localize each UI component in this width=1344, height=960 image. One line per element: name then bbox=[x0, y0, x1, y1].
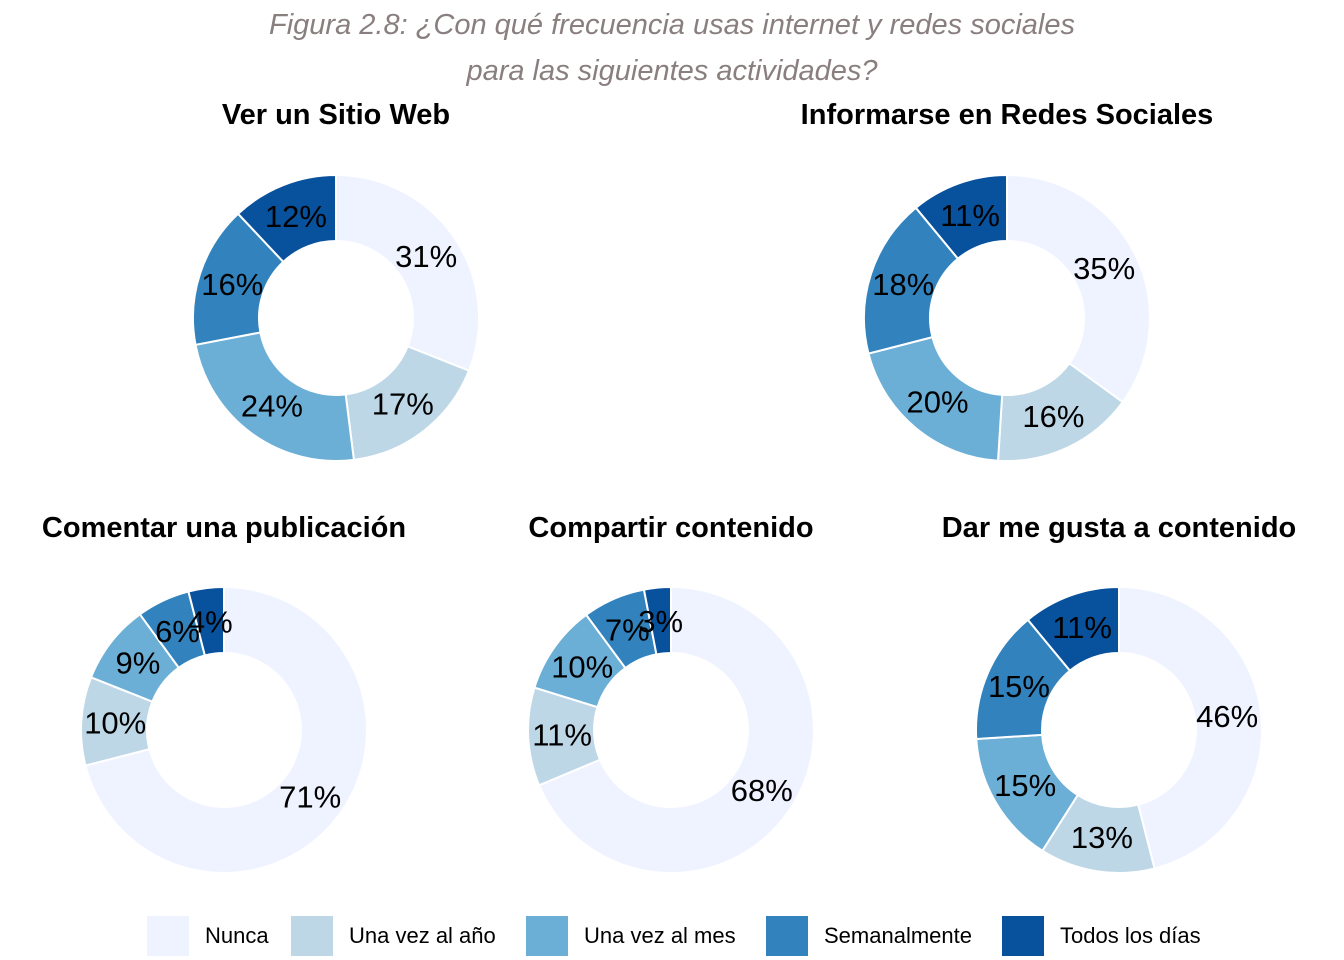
slice-label-nunca: 68% bbox=[731, 773, 793, 808]
slice-label-una-vez-al-mes: 15% bbox=[994, 768, 1056, 803]
slice-label-una-vez-al-ano: 11% bbox=[532, 718, 592, 753]
slice-label-todos-los-dias: 11% bbox=[1052, 610, 1112, 645]
slice-todos-los-dias bbox=[187, 585, 225, 657]
donut-ver-un-sitio-web: 31% 17% 24% 16%12% bbox=[192, 173, 480, 462]
slice-label-una-vez-al-mes: 24% bbox=[241, 389, 303, 424]
donut-dar-me-gusta-a-contenido: 46%13%15%15%11% bbox=[975, 585, 1263, 874]
legend-label-una-vez-al-mes: Una vez al mes bbox=[584, 923, 736, 948]
legend-key-una-vez-al-ano bbox=[291, 916, 333, 956]
slice-label-todos-los-dias: 12% bbox=[265, 199, 327, 234]
legend-key-nunca bbox=[147, 916, 189, 956]
slice-label-una-vez-al-ano: 16% bbox=[1022, 399, 1084, 434]
slice-nunca bbox=[335, 173, 480, 372]
panel-title-compartir: Compartir contenido bbox=[528, 512, 814, 544]
slice-label-semanalmente: 15% bbox=[988, 669, 1050, 704]
figure-title-line-2: para las siguientes actividades? bbox=[466, 55, 878, 87]
slice-label-una-vez-al-ano: 17% bbox=[372, 387, 434, 422]
slice-label-semanalmente: 6% bbox=[155, 614, 200, 649]
slice-label-todos-los-dias: 11% bbox=[940, 198, 1000, 233]
slice-label-una-vez-al-mes: 10% bbox=[551, 649, 613, 684]
slice-nunca bbox=[537, 585, 815, 874]
legend-label-una-vez-al-ano: Una vez al año bbox=[349, 923, 496, 948]
legend-key-una-vez-al-mes bbox=[526, 916, 568, 956]
slice-una-vez-al-mes bbox=[867, 335, 1004, 462]
slice-nunca bbox=[84, 585, 368, 874]
legend-item-una-vez-al-mes: Una vez al mes bbox=[526, 916, 736, 956]
slice-todos-los-dias bbox=[914, 173, 1008, 261]
donut-compartir-contenido: 68% 11% 10%7%3% bbox=[527, 585, 815, 874]
legend-label-nunca: Nunca bbox=[205, 923, 269, 948]
slice-label-semanalmente: 18% bbox=[872, 267, 934, 302]
slice-una-vez-al-mes bbox=[194, 331, 356, 462]
slice-todos-los-dias bbox=[642, 585, 672, 656]
slice-label-una-vez-al-ano: 13% bbox=[1071, 820, 1133, 855]
legend-item-todos-los-dias: Todos los días bbox=[1002, 916, 1201, 956]
figure-title-line-1: Figura 2.8: ¿Con qué frecuencia usas int… bbox=[269, 9, 1075, 41]
legend-item-nunca: Nunca bbox=[147, 916, 269, 956]
figure-title: Figura 2.8: ¿Con qué frecuencia usas int… bbox=[0, 2, 1344, 94]
slice-label-una-vez-al-mes: 9% bbox=[115, 646, 160, 681]
panel-title-me-gusta: Dar me gusta a contenido bbox=[941, 512, 1297, 544]
panel-title-comentar: Comentar una publicación bbox=[41, 512, 407, 544]
slice-label-nunca: 35% bbox=[1073, 251, 1135, 286]
slice-label-nunca: 31% bbox=[395, 239, 457, 274]
legend: Nunca Una vez al año Una vez al mes Sema… bbox=[0, 912, 1344, 960]
slice-nunca bbox=[1006, 173, 1151, 404]
legend-key-semanalmente bbox=[766, 916, 808, 956]
slice-label-semanalmente: 16% bbox=[201, 267, 263, 302]
slice-nunca bbox=[1118, 585, 1263, 870]
panel-title-ver-sitio-web: Ver un Sitio Web bbox=[221, 99, 451, 131]
slice-label-una-vez-al-mes: 20% bbox=[906, 384, 968, 419]
donut-informarse-en-redes-sociales: 35% 16% 20% 18%11% bbox=[863, 173, 1151, 462]
panel-title-informarse-redes: Informarse en Redes Sociales bbox=[800, 99, 1214, 131]
legend-key-todos-los-dias bbox=[1002, 916, 1044, 956]
slice-label-una-vez-al-ano: 10% bbox=[84, 706, 146, 741]
slice-label-todos-los-dias: 3% bbox=[638, 604, 683, 639]
legend-label-semanalmente: Semanalmente bbox=[824, 923, 972, 948]
slice-todos-los-dias bbox=[1026, 585, 1120, 673]
slice-label-nunca: 71% bbox=[279, 779, 341, 814]
slice-todos-los-dias bbox=[236, 173, 337, 264]
slice-label-nunca: 46% bbox=[1196, 699, 1258, 734]
slice-label-todos-los-dias: 4% bbox=[188, 604, 233, 639]
legend-label-todos-los-dias: Todos los días bbox=[1060, 923, 1201, 948]
slice-semanalmente bbox=[863, 206, 960, 355]
donut-comentar-una-publicacion: 71% 10% 9%6%4% bbox=[80, 585, 368, 874]
legend-item-una-vez-al-ano: Una vez al año bbox=[291, 916, 496, 956]
slice-label-semanalmente: 7% bbox=[605, 613, 650, 648]
legend-item-semanalmente: Semanalmente bbox=[766, 916, 972, 956]
